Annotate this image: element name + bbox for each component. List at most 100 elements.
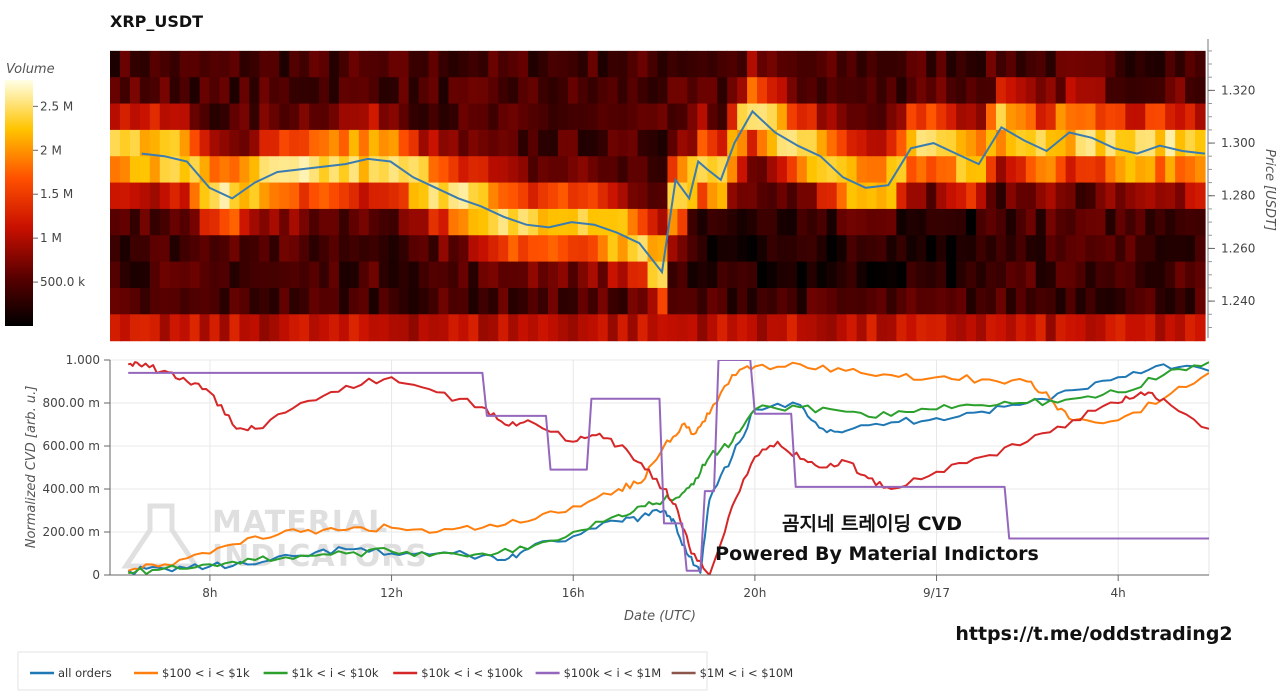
heatmap-cell xyxy=(279,77,290,105)
heatmap-cell xyxy=(707,208,718,236)
heatmap-cell xyxy=(538,235,549,263)
heatmap-cell xyxy=(488,103,499,131)
heatmap-cell xyxy=(757,156,768,184)
heatmap-cell xyxy=(717,182,728,210)
heatmap-cell xyxy=(1105,156,1116,184)
heatmap-cell xyxy=(398,129,410,157)
heatmap-cell xyxy=(1015,77,1027,105)
heatmap-cell xyxy=(378,50,390,78)
heatmap-cell xyxy=(747,103,758,131)
heatmap-cell xyxy=(110,287,121,315)
heatmap-cell xyxy=(976,235,987,263)
heatmap-cell xyxy=(995,129,1007,157)
heatmap-cell xyxy=(856,156,868,184)
heatmap-cell xyxy=(418,261,430,289)
heatmap-cell xyxy=(478,261,489,289)
heatmap-cell xyxy=(129,129,141,157)
heatmap-cell xyxy=(289,129,300,157)
heatmap-cell xyxy=(458,103,469,131)
heatmap-cell xyxy=(1085,235,1097,263)
price-axis: 1.320 1.300 1.280 1.260 1.240 xyxy=(1207,39,1255,338)
heatmap-cell xyxy=(398,314,410,342)
heatmap-cell xyxy=(538,261,549,289)
heatmap-cell xyxy=(338,235,350,263)
heatmap-cell xyxy=(737,314,748,342)
heatmap-cell xyxy=(796,261,808,289)
heatmap-cell xyxy=(438,208,450,236)
heatmap-cell xyxy=(229,208,240,236)
heatmap-cell xyxy=(677,103,688,131)
heatmap-cell xyxy=(438,103,450,131)
heatmap-cell xyxy=(1065,287,1077,315)
heatmap-cell xyxy=(219,314,231,342)
heatmap-cell xyxy=(538,314,549,342)
heatmap-cell xyxy=(876,182,888,210)
heatmap-cell xyxy=(149,77,161,105)
telegram-link[interactable]: https://t.me/oddstrading2 xyxy=(955,623,1232,645)
heatmap-cell xyxy=(926,235,937,263)
heatmap-cell xyxy=(329,156,340,184)
heatmap-cell xyxy=(388,261,400,289)
heatmap-cell xyxy=(866,103,878,131)
heatmap-cell xyxy=(338,156,350,184)
heatmap-cell xyxy=(468,314,479,342)
heatmap-cell xyxy=(159,235,171,263)
heatmap-cell xyxy=(786,235,798,263)
heatmap-cell xyxy=(657,208,669,236)
heatmap-cell xyxy=(1175,129,1186,157)
heatmap-cell xyxy=(129,156,141,184)
heatmap-cell xyxy=(727,103,738,131)
heatmap-cell xyxy=(378,235,390,263)
heatmap-cell xyxy=(1105,77,1116,105)
heatmap-cell xyxy=(239,208,250,236)
cvd-x-axis-label: Date (UTC) xyxy=(624,609,696,624)
heatmap-cell xyxy=(926,77,937,105)
heatmap-cell xyxy=(836,287,848,315)
heatmap-cell xyxy=(1145,77,1156,105)
heatmap-cell xyxy=(647,77,659,105)
heatmap-cell xyxy=(767,208,778,236)
heatmap-cell xyxy=(1145,314,1156,342)
heatmap-cell xyxy=(567,129,579,157)
heatmap-cell xyxy=(1025,261,1037,289)
heatmap-cell xyxy=(279,103,290,131)
heatmap-cell xyxy=(338,261,350,289)
heatmap-cell xyxy=(896,77,907,105)
heatmap-cell xyxy=(856,129,868,157)
heatmap-cell xyxy=(458,235,469,263)
heatmap-cell xyxy=(677,182,688,210)
heatmap-cell xyxy=(1125,129,1136,157)
heatmap-cell xyxy=(219,156,231,184)
heatmap-cell xyxy=(309,103,320,131)
heatmap-cell xyxy=(597,103,609,131)
heatmap-cell xyxy=(627,314,639,342)
heatmap-cell xyxy=(1155,50,1166,78)
heatmap-cell xyxy=(886,182,897,210)
heatmap-cell xyxy=(816,314,828,342)
heatmap-cell xyxy=(946,156,957,184)
heatmap-cell xyxy=(916,50,927,78)
heatmap-cell xyxy=(687,129,698,157)
heatmap-cell xyxy=(1015,235,1027,263)
heatmap-cell xyxy=(1165,103,1176,131)
heatmap-cell xyxy=(767,235,778,263)
heatmap-cell xyxy=(617,235,629,263)
heatmap-cell xyxy=(1125,50,1136,78)
heatmap-cell xyxy=(269,314,280,342)
heatmap-cell xyxy=(697,182,708,210)
heatmap-cell xyxy=(338,287,350,315)
heatmap-cell xyxy=(388,235,400,263)
heatmap-cell xyxy=(1005,129,1017,157)
heatmap-cell xyxy=(1035,314,1047,342)
heatmap-cell xyxy=(498,314,509,342)
heatmap-cell xyxy=(567,287,579,315)
heatmap-cell xyxy=(826,287,838,315)
heatmap-cell xyxy=(886,156,897,184)
heatmap-cell xyxy=(209,156,221,184)
heatmap-cell xyxy=(1145,235,1156,263)
heatmap-cell xyxy=(627,50,639,78)
heatmap-cell xyxy=(119,208,131,236)
heatmap-cell xyxy=(936,103,947,131)
heatmap-cell xyxy=(727,208,738,236)
heatmap-cell xyxy=(398,208,410,236)
